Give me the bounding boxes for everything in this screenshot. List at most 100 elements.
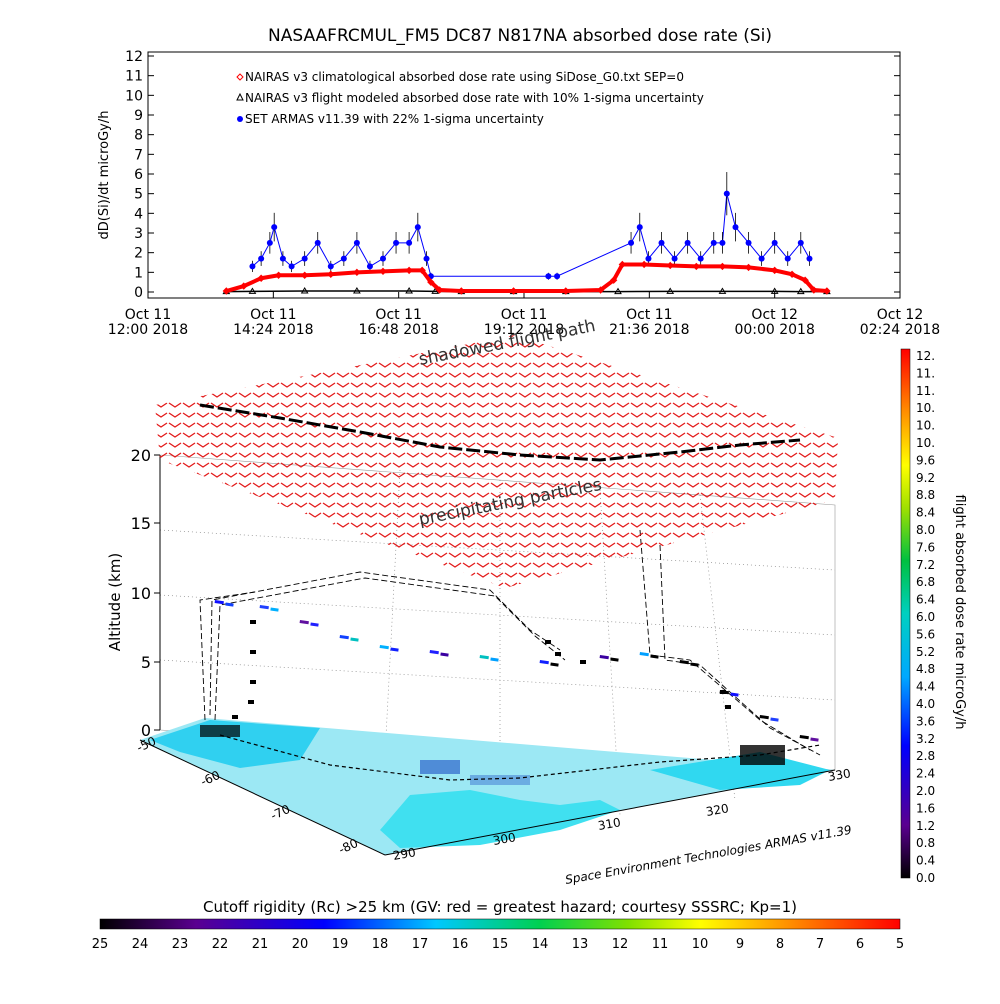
longitude-axis [384, 769, 836, 856]
chart-title: NASAAFRCMUL_FM5 DC87 N817NA absorbed dos… [268, 26, 772, 46]
data-point-nairas-climatological [666, 261, 674, 270]
colorbar-labels: 25 24 23 22 21 20 19 18 17 16 15 14 13 12 11 10 9 8 7 6 5 [92, 937, 904, 952]
data-point-armas [719, 239, 726, 246]
data-point-armas [353, 239, 360, 246]
colorbar-tick-label: 8.0 [916, 523, 935, 537]
map-details [200, 725, 785, 785]
colorbar-tick-label: 9 [736, 937, 744, 952]
data-point-armas [414, 224, 421, 231]
colorbar-tick-label: 2.0 [916, 784, 935, 798]
flight-track-segment [555, 652, 561, 656]
data-point-nairas-climatological [596, 286, 605, 294]
data-point-armas [671, 255, 678, 262]
colorbar-tick-label: 6.8 [916, 575, 935, 589]
colorbar-tick-label: 4.8 [916, 662, 935, 676]
longitude-tick-label: 330 [827, 766, 852, 784]
data-point-armas [301, 255, 308, 262]
y-tick-label: 6 [134, 167, 143, 183]
data-point-armas [784, 255, 791, 262]
longitude-tick-label: 300 [492, 830, 517, 848]
colorbar-tick-label: 0.8 [916, 836, 935, 850]
colorbar-tick-label: 10. [916, 419, 935, 433]
data-point-armas [249, 263, 256, 270]
legend-label: SET ARMAS v11.39 with 22% 1-sigma uncert… [245, 112, 544, 126]
series-layer [222, 172, 831, 295]
legend-marker [236, 92, 244, 101]
data-point-armas [266, 239, 273, 246]
longitude-tick-label: 310 [597, 815, 622, 833]
colorbar-tick-label: 5.2 [916, 645, 935, 659]
data-point-nairas-flight [614, 287, 622, 295]
colorbar-tick-label: 0.0 [916, 871, 935, 885]
colorbar-tick-label: 1.6 [916, 801, 935, 815]
colorbar-tick-label: 2.8 [916, 749, 935, 763]
colorbar-tick-label: 7.2 [916, 558, 935, 572]
data-point-nairas-flight [353, 287, 361, 294]
y-tick-label: 11 [125, 69, 143, 85]
data-point-armas [771, 239, 778, 246]
data-point-armas [279, 255, 286, 262]
y-tick-label: 4 [134, 206, 143, 222]
flight-track-segment [599, 655, 609, 660]
y-axis-label: dD(Si)/dt microGy/h [97, 111, 112, 240]
y-tick-label: 9 [134, 108, 143, 124]
flight-track-segment [799, 734, 809, 740]
data-point-armas [380, 255, 386, 262]
colorbar-tick-label: 19 [332, 937, 349, 952]
flight-track-segment [479, 655, 489, 660]
y-tick-label: 1 [134, 265, 143, 281]
longitude-tick-label: 320 [705, 801, 730, 819]
y-tick-label: 8 [134, 128, 143, 144]
colorbar-tick-label: 10. [916, 436, 935, 450]
flight-track-segment [650, 654, 659, 659]
data-point-armas [645, 255, 652, 262]
colorbar-tick-label: 0.4 [916, 854, 935, 868]
colorbar-tick-label: 11 [652, 937, 669, 952]
flight-track-segment [232, 715, 238, 719]
flight-track-segment [770, 717, 779, 722]
data-point-armas [545, 273, 552, 280]
colorbar-tick-label: 8 [776, 937, 784, 952]
flight-track-segment [270, 607, 279, 612]
data-point-nairas-flight [431, 287, 440, 294]
data-point-armas [745, 239, 752, 246]
x-tick-label-date: Oct 11 [375, 307, 421, 323]
colorbar-title: flight absorbed dose rate microGy/h [952, 495, 967, 730]
colorbar-tick-label: 6 [856, 937, 864, 952]
colorbar-tick-label: 10. [916, 401, 935, 415]
colorbar-tick-label: 21 [252, 937, 269, 952]
colorbar-labels: 12. 11. 11. 10. 10. 10. 9.6 9.2 8.8 8.4 8.0 7.6 7.2 6… [916, 349, 935, 885]
flight-track-segment [639, 651, 649, 657]
data-point-armas [628, 239, 635, 246]
colorbar-tick-label: 11. [916, 384, 935, 398]
colorbar-vertical [900, 348, 911, 879]
y-tick-label: 10 [125, 88, 143, 104]
x-tick-label-time: 00:00 2018 [734, 322, 814, 338]
colorbar-title: Cutoff rigidity (Rc) >25 km (GV: red = g… [203, 898, 797, 916]
flight-track-segment [299, 620, 309, 625]
data-point-nairas-climatological [770, 266, 779, 275]
x-tick-label-time: 12:00 2018 [108, 322, 188, 338]
flight-track-segment [350, 637, 359, 642]
flight-track-segment [539, 659, 549, 665]
data-point-nairas-climatological [692, 262, 701, 271]
dose-rate-time-series: NASAAFRCMUL_FM5 DC87 N817NA absorbed dos… [97, 26, 940, 338]
colorbar-tick-label: 5.6 [916, 627, 935, 641]
credit-text: Space Environment Technologies ARMAS v11… [564, 823, 853, 887]
flight-track-segment [550, 662, 559, 667]
dose-rate-colorbar: 12. 11. 11. 10. 10. 10. 9.6 9.2 8.8 8.4 8.0 7.6 7.2 6… [900, 348, 967, 885]
data-point-nairas-climatological [457, 287, 466, 295]
colorbar-tick-label: 16 [452, 937, 469, 952]
data-point-nairas-flight [770, 287, 779, 294]
colorbar-tick-label: 10 [692, 937, 709, 952]
flight-track-segment [730, 692, 739, 697]
data-point-nairas-climatological [405, 266, 413, 275]
data-point-armas [723, 190, 730, 197]
data-point-nairas-climatological [609, 276, 618, 284]
data-point-armas [258, 255, 265, 262]
colorbar-tick-label: 4.0 [916, 697, 935, 711]
data-point-armas [327, 263, 334, 270]
data-point-nairas-flight [300, 287, 309, 294]
